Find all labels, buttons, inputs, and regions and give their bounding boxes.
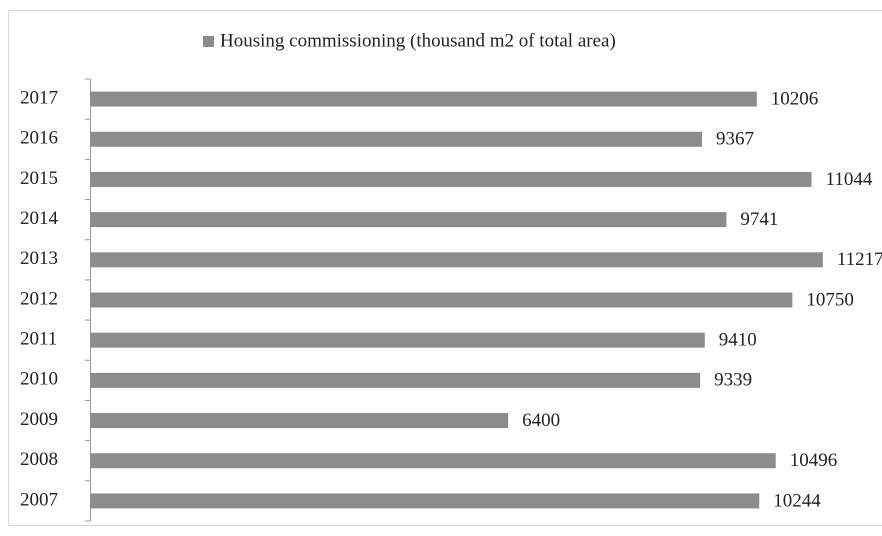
data-label: 9367 [716,129,754,150]
data-label: 9339 [714,370,752,391]
data-label: 11044 [826,169,873,190]
y-tick-label: 2014 [20,208,59,229]
legend-label: Housing commissioning (thousand m2 of to… [220,30,616,51]
bar [90,252,823,268]
data-label: 10244 [773,490,821,511]
data-label: 10206 [771,88,819,109]
y-tick-label: 2013 [20,248,58,269]
bar [90,493,760,509]
data-label: 11217 [837,249,882,270]
data-label: 10496 [790,450,838,471]
y-tick-label: 2017 [20,87,58,108]
y-tick-label: 2010 [20,369,58,390]
y-tick-label: 2015 [20,168,58,189]
y-tick-label: 2016 [20,128,58,149]
y-tick-label: 2011 [20,329,57,350]
data-label: 6400 [522,410,560,431]
bar [90,332,705,348]
bar [90,212,727,228]
y-tick-label: 2009 [20,409,58,430]
data-label: 9741 [740,209,778,230]
data-label: 9410 [719,330,757,351]
bar [90,91,757,107]
y-tick-label: 2008 [20,449,58,470]
chart-frame [8,10,882,526]
y-tick-label: 2007 [20,489,58,510]
y-tick-label: 2012 [20,288,58,309]
bar [90,372,701,388]
bar [90,292,793,308]
data-label: 10750 [806,289,854,310]
bar [90,453,776,469]
bar [90,131,702,147]
bar [90,413,509,429]
legend-swatch [203,36,214,47]
bar [90,171,812,187]
